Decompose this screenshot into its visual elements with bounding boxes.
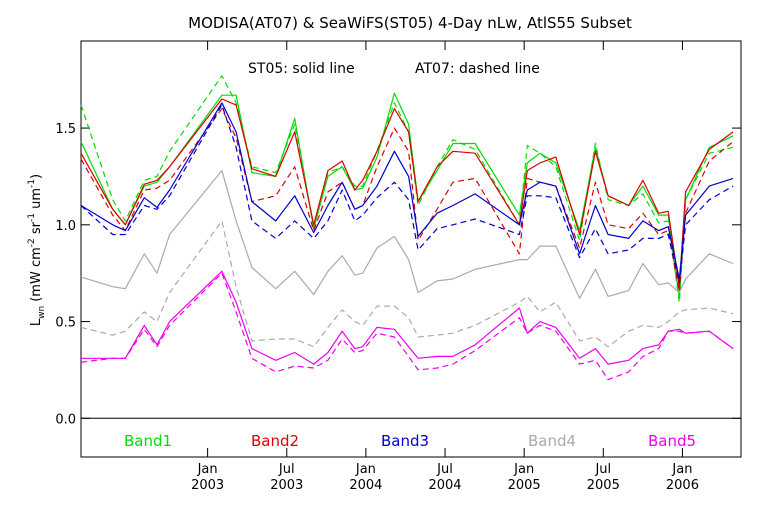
plot-frame <box>80 40 742 458</box>
series-band1-st05 <box>80 92 734 299</box>
legend-item-band3: Band3 <box>381 432 429 450</box>
axes-layer: 0.00.51.01.5Jan2003Jul2003Jan2004Jul2004… <box>55 41 741 493</box>
series-band3-st05 <box>80 102 734 280</box>
series-band1-at07 <box>80 75 734 303</box>
x-tick-month: Jul <box>594 462 611 477</box>
series-layer <box>80 75 734 381</box>
annotation-st05: ST05: solid line <box>248 61 355 77</box>
x-tick-year: 2006 <box>666 478 699 493</box>
legend-item-band5: Band5 <box>648 432 696 450</box>
y-tick-label: 0.0 <box>55 412 76 427</box>
y-label-close: ) <box>29 174 44 179</box>
y-tick-label: 1.5 <box>55 122 76 137</box>
series-band4-st05 <box>80 170 734 299</box>
y-tick-label: 0.5 <box>55 316 76 331</box>
x-tick-month: Jan <box>513 462 534 477</box>
chart-title: MODISA(AT07) & SeaWiFS(ST05) 4-Day nLw, … <box>188 14 632 32</box>
series-band5-st05 <box>81 270 734 365</box>
y-tick-label: 1.0 <box>55 219 76 234</box>
y-axis-label: Lwn(mW cm-2 sr-1 um-1) <box>27 174 47 326</box>
x-tick-month: Jul <box>436 462 453 477</box>
x-tick-month: Jan <box>355 462 376 477</box>
series-band4-at07 <box>80 220 734 348</box>
y-label-exp1: -2 <box>27 238 37 247</box>
x-tick-month: Jul <box>278 462 295 477</box>
x-tick-month: Jan <box>671 462 692 477</box>
legend-item-band4: Band4 <box>528 432 576 450</box>
x-tick-year: 2004 <box>428 478 461 493</box>
series-band5-at07 <box>80 272 734 381</box>
y-label-units: (mW cm <box>29 247 44 302</box>
x-tick-year: 2004 <box>349 478 382 493</box>
legend: Band1 Band2 Band3 Band4 Band5 <box>124 432 696 450</box>
legend-item-band2: Band2 <box>251 432 299 450</box>
x-tick-month: Jan <box>197 462 218 477</box>
y-label-sub: wn <box>37 306 47 319</box>
y-label-exp3: -1 <box>27 179 37 188</box>
x-tick-year: 2003 <box>270 478 303 493</box>
series-band2-st05 <box>80 98 734 288</box>
series-band3-at07 <box>80 104 734 284</box>
annotation-at07: AT07: dashed line <box>415 61 540 77</box>
x-tick-year: 2005 <box>587 478 620 493</box>
legend-item-band1: Band1 <box>124 432 172 450</box>
y-label-end: um <box>29 188 44 213</box>
y-label-main: L <box>29 318 44 326</box>
y-label-exp2: -1 <box>27 213 37 222</box>
x-tick-year: 2003 <box>191 478 224 493</box>
y-label-mid: sr <box>29 221 44 238</box>
x-tick-year: 2005 <box>508 478 541 493</box>
